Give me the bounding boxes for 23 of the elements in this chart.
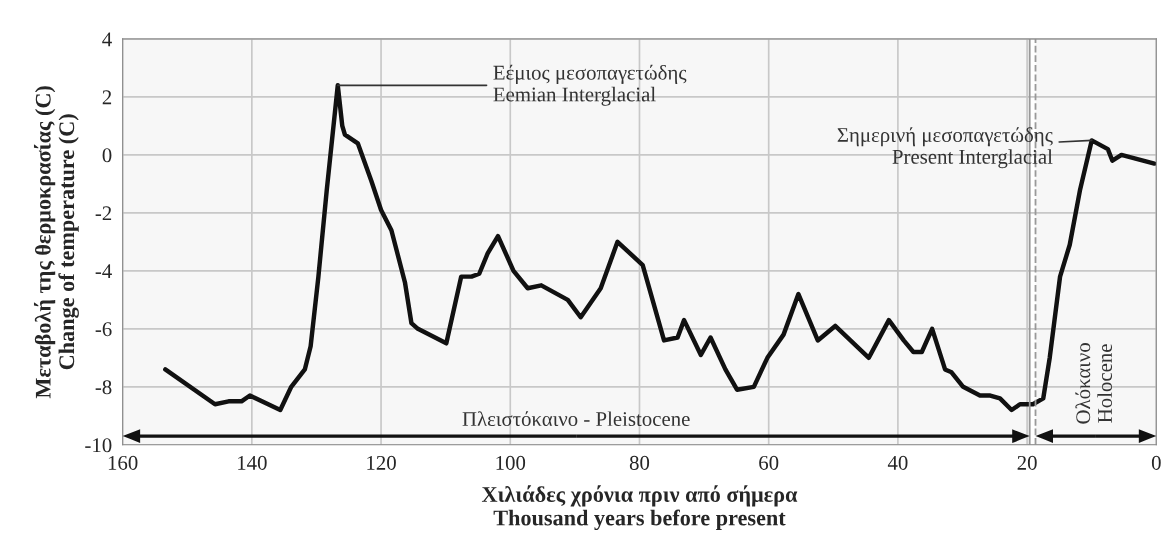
y-tick-label: -2 [95, 206, 112, 221]
y-tick-label: -10 [85, 438, 112, 453]
y-tick-label: 4 [102, 32, 112, 47]
band-label: Ολόκαινο Holocene [1075, 343, 1113, 424]
x-tick-label: 80 [629, 455, 650, 470]
x-tick-label: 40 [887, 455, 908, 470]
annotation: Εέμιος μεσοπαγετώδης Eemian Interglacial [493, 64, 687, 106]
x-tick-label: 120 [367, 455, 396, 470]
y-axis-title: Μεταβολή της θερμοκρασίας (C) Change of temperature (C) [33, 86, 79, 399]
y-tick-label: -4 [95, 264, 112, 279]
x-tick-label: 100 [496, 455, 526, 470]
annotation: Σημερινή μεσοπαγετώδης Present Interglacial [837, 127, 1053, 169]
y-tick-label: -8 [95, 380, 112, 395]
x-tick-label: 60 [759, 455, 779, 470]
y-tick-label: 0 [102, 148, 112, 163]
x-tick-label: 140 [238, 455, 267, 470]
y-tick-label: -6 [95, 322, 112, 337]
x-tick-label: 160 [108, 455, 138, 470]
x-tick-label: 20 [1017, 455, 1037, 470]
x-tick-label: 0 [1151, 455, 1161, 470]
x-axis-title: Χιλιάδες χρόνια πριν από σήμερα Thousand years before present [481, 485, 798, 531]
band-label: Πλειστόκαινο - Pleistocene [462, 411, 690, 427]
y-tick-label: 2 [102, 90, 112, 105]
